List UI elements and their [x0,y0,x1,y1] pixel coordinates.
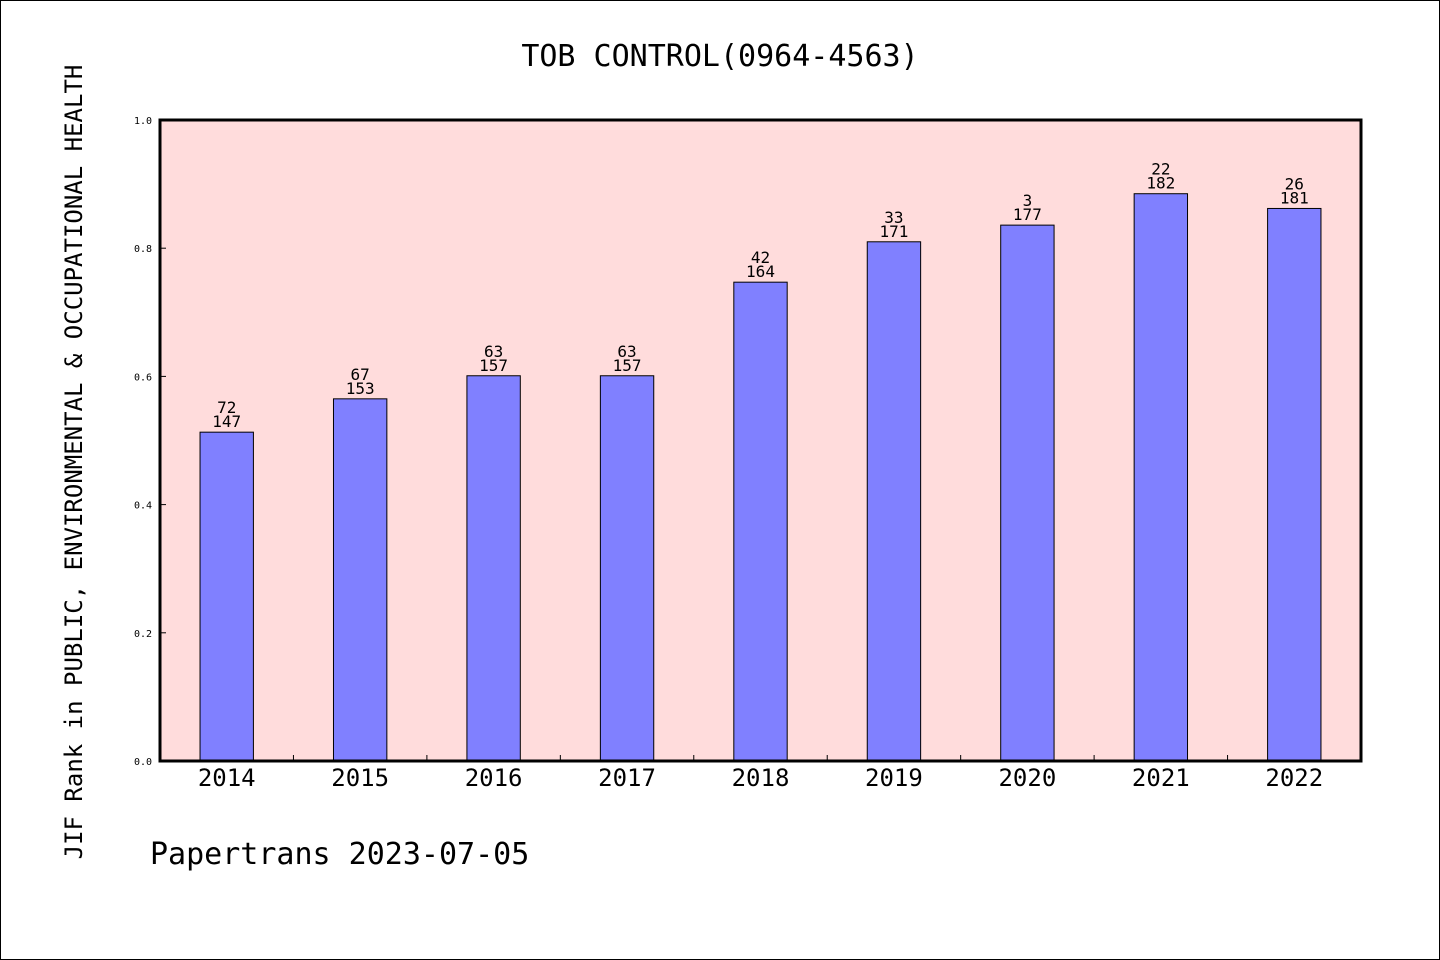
total-label: 182 [1146,174,1175,193]
x-tick-label: 2014 [198,764,256,792]
y-tick-label: 0.8 [134,244,152,255]
rank-label: 22 [1151,160,1170,179]
plot-border [158,118,1363,763]
x-tick-label: 2017 [598,764,656,792]
chart-title: TOB CONTROL(0964-4563) [521,39,918,74]
rank-label: 67 [351,365,370,384]
footer-text: Papertrans 2023-07-05 [150,837,529,872]
bar-2014 [199,431,254,762]
rank-label: 33 [884,208,903,227]
total-label: 157 [613,356,642,375]
y-tick-label: 0.2 [134,629,152,640]
x-tick-label: 2020 [998,764,1056,792]
total-label: 153 [346,379,375,398]
total-label: 181 [1280,188,1309,207]
bar-2022 [1267,207,1322,762]
total-label: 177 [1013,205,1042,224]
y-tick-label: 0.6 [134,372,152,383]
total-label: 157 [479,356,508,375]
total-label: 147 [212,412,241,431]
total-label: 171 [879,222,908,241]
bar-2015 [332,398,388,762]
x-tick-label: 2018 [732,764,790,792]
bars [199,193,1322,762]
rank-label: 72 [217,398,236,417]
y-tick-label: 0.4 [134,501,152,512]
bar-2017 [599,375,655,762]
x-tick-label: 2022 [1265,764,1323,792]
x-tick-label: 2021 [1132,764,1190,792]
x-tick-label: 2019 [865,764,923,792]
rank-label: 63 [617,342,636,361]
rank-label: 42 [751,248,770,267]
x-tick-label: 2015 [331,764,389,792]
bar-2020 [1000,224,1055,762]
rank-label: 63 [484,342,503,361]
bar-2016 [466,375,521,762]
y-tick-label: 0.0 [134,757,152,768]
rank-label: 3 [1023,191,1033,210]
y-tick-label: 1.0 [134,116,152,127]
bar-2021 [1133,193,1189,762]
total-label: 164 [746,262,775,281]
data-labels: 2014721472015671532016631572017631572018… [158,118,1363,792]
y-axis-label: JIF Rank in PUBLIC, ENVIRONMENTAL & OCCU… [60,65,88,860]
bar-2018 [733,281,788,762]
rank-label: 26 [1285,174,1304,193]
x-tick-label: 2016 [465,764,523,792]
bar-2019 [866,241,922,762]
